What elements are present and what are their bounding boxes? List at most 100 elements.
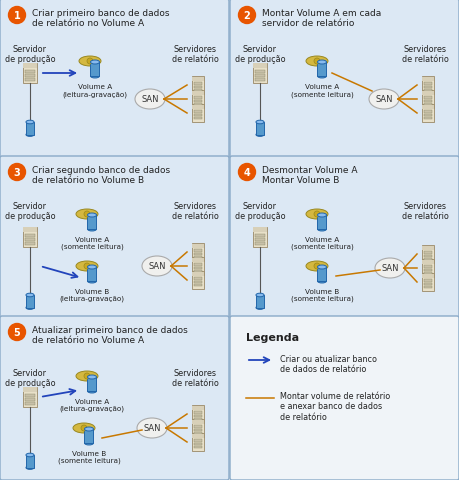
Bar — [25, 402, 35, 405]
FancyBboxPatch shape — [0, 156, 229, 318]
FancyBboxPatch shape — [0, 316, 229, 480]
Ellipse shape — [305, 210, 327, 219]
Bar — [423, 90, 431, 92]
Bar — [193, 257, 202, 259]
Circle shape — [238, 8, 255, 24]
Ellipse shape — [255, 306, 263, 310]
Bar — [193, 118, 202, 120]
FancyBboxPatch shape — [87, 377, 96, 391]
FancyBboxPatch shape — [23, 228, 37, 232]
Text: Desmontar Volume A
Montar Volume B: Desmontar Volume A Montar Volume B — [262, 166, 357, 185]
FancyBboxPatch shape — [192, 272, 203, 276]
Ellipse shape — [26, 466, 34, 469]
Ellipse shape — [317, 265, 326, 269]
Ellipse shape — [137, 418, 167, 438]
Bar — [193, 264, 202, 266]
Bar — [25, 398, 35, 401]
FancyBboxPatch shape — [191, 258, 204, 275]
Text: Servidores
de relatório: Servidores de relatório — [171, 202, 218, 221]
Text: Servidor
de produção: Servidor de produção — [5, 368, 55, 387]
FancyBboxPatch shape — [22, 227, 37, 248]
FancyBboxPatch shape — [26, 123, 34, 135]
Bar — [423, 118, 431, 120]
FancyBboxPatch shape — [22, 387, 37, 408]
Circle shape — [8, 164, 25, 181]
Text: Servidores
de relatório: Servidores de relatório — [171, 45, 218, 64]
Text: 4: 4 — [243, 168, 250, 178]
Circle shape — [238, 164, 255, 181]
Bar — [423, 259, 431, 261]
Text: Volume A
(somente leitura): Volume A (somente leitura) — [61, 237, 123, 250]
Text: SAN: SAN — [141, 96, 158, 104]
Bar — [193, 278, 202, 280]
Bar — [193, 432, 202, 434]
FancyBboxPatch shape — [87, 216, 96, 229]
Bar — [423, 87, 431, 89]
FancyBboxPatch shape — [192, 77, 203, 82]
Text: Servidores
de relatório: Servidores de relatório — [401, 45, 448, 64]
Text: Criar segundo banco de dados
de relatório no Volume B: Criar segundo banco de dados de relatóri… — [32, 166, 170, 185]
Text: 2: 2 — [243, 11, 250, 21]
Bar — [193, 443, 202, 445]
Ellipse shape — [73, 423, 95, 433]
Ellipse shape — [90, 61, 99, 65]
FancyBboxPatch shape — [191, 77, 204, 95]
FancyBboxPatch shape — [421, 246, 433, 263]
Bar — [193, 115, 202, 117]
Bar — [423, 283, 431, 286]
FancyBboxPatch shape — [421, 77, 433, 95]
Ellipse shape — [26, 121, 34, 124]
Bar — [193, 253, 202, 255]
Text: Servidor
de produção: Servidor de produção — [5, 45, 55, 64]
Bar — [193, 271, 202, 273]
Text: Servidor
de produção: Servidor de produção — [234, 202, 285, 221]
Bar — [193, 281, 202, 283]
Ellipse shape — [26, 306, 34, 310]
Bar — [423, 255, 431, 257]
Text: SAN: SAN — [381, 264, 398, 273]
Circle shape — [313, 264, 319, 269]
Ellipse shape — [317, 61, 326, 65]
Circle shape — [84, 373, 90, 379]
Text: Servidores
de relatório: Servidores de relatório — [401, 202, 448, 221]
Text: 3: 3 — [14, 168, 20, 178]
Bar — [193, 429, 202, 431]
Ellipse shape — [76, 210, 98, 219]
FancyBboxPatch shape — [317, 63, 326, 77]
Ellipse shape — [87, 228, 96, 231]
FancyBboxPatch shape — [255, 295, 263, 308]
Bar — [254, 235, 264, 237]
Circle shape — [8, 324, 25, 341]
Bar — [193, 101, 202, 103]
Ellipse shape — [90, 75, 99, 79]
Bar — [423, 266, 431, 268]
Bar — [25, 75, 35, 77]
FancyBboxPatch shape — [191, 433, 204, 451]
FancyBboxPatch shape — [191, 91, 204, 108]
Text: SAN: SAN — [375, 96, 392, 104]
Text: SAN: SAN — [143, 424, 160, 432]
FancyBboxPatch shape — [191, 105, 204, 122]
Bar — [193, 90, 202, 92]
Text: Montar Volume A em cada
servidor de relatório: Montar Volume A em cada servidor de rela… — [262, 9, 381, 28]
FancyBboxPatch shape — [23, 387, 37, 392]
Ellipse shape — [374, 258, 404, 278]
FancyBboxPatch shape — [192, 91, 203, 96]
Ellipse shape — [87, 214, 96, 217]
Ellipse shape — [87, 375, 96, 379]
FancyBboxPatch shape — [26, 295, 34, 308]
Ellipse shape — [84, 441, 93, 445]
FancyBboxPatch shape — [421, 91, 433, 108]
Bar — [193, 446, 202, 448]
Bar — [25, 235, 35, 237]
Text: 5: 5 — [14, 327, 20, 337]
FancyBboxPatch shape — [87, 267, 96, 281]
FancyBboxPatch shape — [421, 260, 433, 277]
Ellipse shape — [76, 262, 98, 271]
Bar — [193, 87, 202, 89]
FancyBboxPatch shape — [252, 228, 266, 232]
FancyBboxPatch shape — [317, 267, 326, 281]
Ellipse shape — [87, 279, 96, 283]
Bar — [423, 273, 431, 275]
Text: 1: 1 — [14, 11, 20, 21]
